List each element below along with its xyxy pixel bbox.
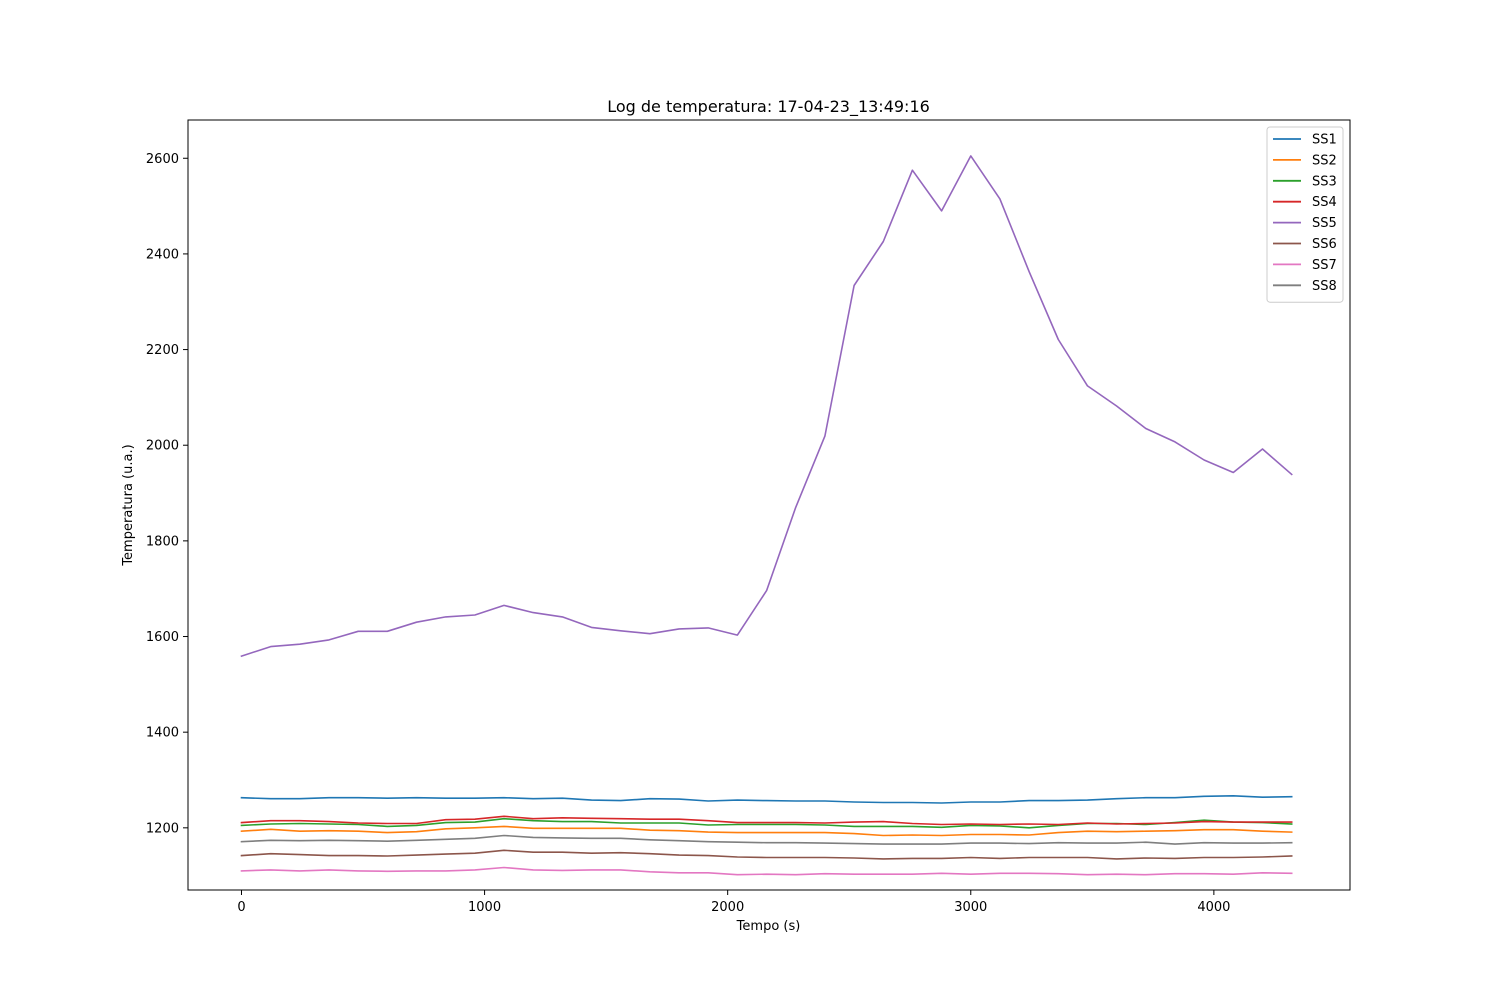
series-line-ss4 bbox=[240, 815, 1293, 826]
legend-label-ss8: SS8 bbox=[1312, 279, 1337, 294]
x-tick-label: 3000 bbox=[954, 900, 987, 915]
chart-title: Log de temperatura: 17-04-23_13:49:16 bbox=[607, 97, 930, 117]
y-tick-label: 1600 bbox=[146, 630, 179, 645]
series-line-ss1 bbox=[240, 794, 1293, 804]
x-tick-label: 1000 bbox=[468, 900, 501, 915]
legend-label-ss3: SS3 bbox=[1312, 174, 1337, 189]
y-tick-label: 2200 bbox=[146, 343, 179, 358]
y-tick-label: 1400 bbox=[146, 726, 179, 741]
legend-label-ss1: SS1 bbox=[1312, 133, 1337, 148]
y-tick-label: 2000 bbox=[146, 439, 179, 454]
series-group bbox=[240, 155, 1293, 876]
y-tick-label: 1800 bbox=[146, 534, 179, 549]
series-line-ss8 bbox=[240, 834, 1293, 845]
legend-label-ss7: SS7 bbox=[1312, 258, 1337, 273]
x-tick-label: 0 bbox=[237, 900, 245, 915]
legend: SS1 SS2 SS3 SS4 SS5 SS6 SS7 SS8 bbox=[1266, 126, 1344, 303]
x-axis-title: Tempo (s) bbox=[736, 919, 801, 934]
series-line-ss6 bbox=[240, 849, 1293, 860]
x-axis: 0 1000 2000 3000 4000 bbox=[237, 890, 1230, 915]
plot-frame bbox=[187, 119, 1351, 891]
y-tick-label: 2600 bbox=[146, 152, 179, 167]
series-line-ss7 bbox=[240, 866, 1293, 876]
x-tick-label: 4000 bbox=[1197, 900, 1230, 915]
y-axis: 1200 1400 1600 1800 2000 2200 2400 2600 bbox=[146, 152, 188, 836]
y-tick-label: 2400 bbox=[146, 247, 179, 262]
legend-label-ss5: SS5 bbox=[1312, 216, 1337, 231]
plot-area bbox=[187, 119, 1351, 891]
y-tick-label: 1200 bbox=[146, 821, 179, 836]
series-line-ss2 bbox=[240, 825, 1293, 837]
legend-frame bbox=[1266, 126, 1344, 303]
legend-label-ss2: SS2 bbox=[1312, 153, 1337, 168]
series-line-ss5 bbox=[240, 155, 1293, 658]
legend-label-ss4: SS4 bbox=[1312, 195, 1337, 210]
y-axis-title: Temperatura (u.a.) bbox=[121, 444, 136, 566]
legend-label-ss6: SS6 bbox=[1312, 237, 1337, 252]
x-tick-label: 2000 bbox=[711, 900, 744, 915]
